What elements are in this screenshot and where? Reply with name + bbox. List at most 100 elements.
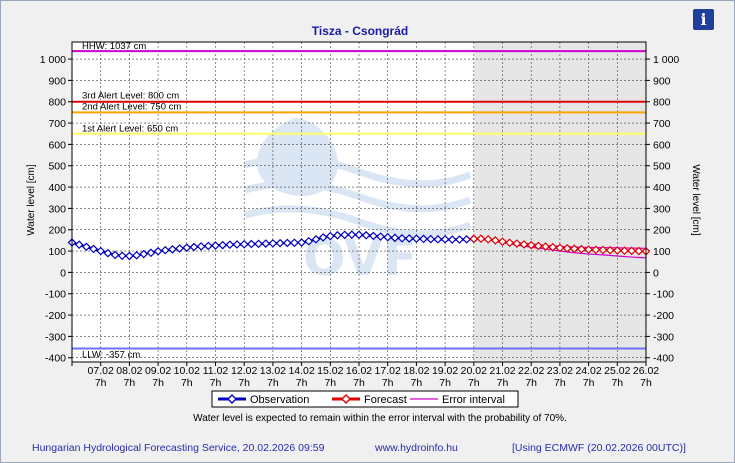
y-tick-label-left: 200 [48, 225, 66, 237]
observation-point [440, 234, 450, 244]
forecast-point [469, 234, 479, 244]
x-tick-time: 7h [382, 377, 394, 389]
x-tick-time: 7h [583, 377, 595, 389]
forecast-point [584, 245, 593, 254]
x-tick-time: 7h [296, 377, 308, 389]
observation-point [404, 234, 414, 243]
observation-point [96, 246, 106, 256]
y-tick-label-right: 0 [653, 267, 659, 279]
x-tick-date: 25.02 [604, 365, 630, 377]
forecast-point [555, 243, 565, 253]
observation-point [340, 230, 349, 240]
y-tick-label-right: 1 000 [653, 54, 679, 66]
forecast-point [483, 234, 493, 244]
forecast-point [620, 246, 629, 255]
observation-point [447, 235, 457, 244]
y-tick-label-left: 400 [48, 182, 66, 194]
forecast-point [577, 244, 586, 254]
forecast-point [634, 246, 644, 256]
x-tick-date: 15.02 [317, 365, 343, 377]
y-tick-label-right: -200 [653, 310, 674, 322]
x-tick-date: 14.02 [288, 365, 314, 377]
y-axis-label-right: Water level [cm] [690, 164, 701, 236]
y-tick-label-left: 500 [48, 161, 66, 173]
y-tick-label-left: 0 [60, 267, 66, 279]
x-tick-time: 7h [353, 377, 365, 389]
legend-box [211, 390, 519, 408]
forecast-point [490, 236, 500, 245]
observation-point [117, 251, 127, 261]
x-tick-date: 12.02 [231, 365, 257, 377]
y-tick-label-right: -100 [653, 289, 674, 301]
observation-point [218, 240, 228, 250]
legend-forecast-label: Forecast [364, 394, 407, 406]
forecast-point [569, 244, 579, 254]
observation-point [311, 234, 321, 244]
y-tick-label-left: -200 [45, 310, 66, 322]
x-tick-date: 07.02 [88, 365, 114, 377]
y-tick-label-left: -300 [45, 331, 66, 343]
observation-point [354, 230, 364, 240]
ovf-logo-watermark: OVF [244, 118, 472, 287]
y-tick-label-right: 500 [653, 161, 671, 173]
observation-point [383, 232, 393, 242]
observation-point [82, 242, 91, 252]
x-tick-time: 7h [238, 377, 250, 389]
observation-point [254, 239, 263, 249]
observation-point [211, 241, 220, 250]
y-tick-label-right: 800 [653, 97, 671, 109]
forecast-point [498, 237, 507, 247]
observation-point [139, 249, 149, 259]
observation-point [225, 240, 235, 250]
observation-point [290, 238, 299, 248]
observation-point [455, 235, 464, 244]
x-tick-date: 24.02 [575, 365, 601, 377]
y-tick-label-right: 900 [653, 75, 671, 87]
observation-point [390, 233, 400, 243]
y-tick-label-right: 200 [653, 225, 671, 237]
x-tick-date: 09.02 [145, 365, 171, 377]
observation-point [261, 239, 271, 248]
observation-point [426, 234, 436, 244]
observation-point [297, 238, 306, 247]
observation-point [182, 243, 192, 253]
y-axis-label-left: Water level [cm] [26, 164, 37, 236]
footer-url[interactable]: www.hydroinfo.hu [374, 442, 458, 454]
observation-point [146, 248, 156, 258]
x-tick-time: 7h [497, 377, 509, 389]
x-tick-date: 18.02 [403, 365, 429, 377]
y-tick-label-right: -300 [653, 331, 674, 343]
observation-point [397, 233, 407, 243]
y-tick-label-right: -400 [653, 353, 674, 365]
chart-title: Tisza - Csongrád [312, 24, 408, 38]
observation-point [268, 239, 278, 248]
y-tick-label-left: 800 [48, 97, 66, 109]
x-tick-time: 7h [181, 377, 193, 389]
info-button[interactable]: i [693, 9, 714, 30]
observation-point [304, 236, 314, 246]
x-tick-time: 7h [95, 377, 107, 389]
observation-point [175, 244, 184, 253]
y-tick-label-right: 100 [653, 246, 671, 258]
forecast-point [612, 246, 622, 255]
legend-observation-marker [227, 394, 237, 404]
y-tick-label-right: 400 [653, 182, 671, 194]
forecast-point [562, 243, 572, 253]
x-tick-date: 23.02 [547, 365, 573, 377]
x-tick-date: 13.02 [260, 365, 286, 377]
observation-point [189, 242, 199, 252]
observation-point [318, 233, 328, 242]
forecast-point [548, 242, 558, 252]
forecast-point [519, 240, 529, 249]
observation-point [132, 250, 141, 260]
x-tick-date: 22.02 [518, 365, 544, 377]
y-tick-label-left: -400 [45, 353, 66, 365]
y-tick-label-left: -100 [45, 289, 66, 301]
x-tick-date: 20.02 [461, 365, 487, 377]
x-tick-time: 7h [468, 377, 480, 389]
level-label-3rd-alert-level: 3rd Alert Level: 800 cm [82, 91, 179, 102]
forecast-point [627, 246, 636, 256]
observation-point [196, 242, 206, 251]
observation-point [168, 245, 177, 254]
footer-service: Hungarian Hydrological Forecasting Servi… [32, 442, 325, 454]
